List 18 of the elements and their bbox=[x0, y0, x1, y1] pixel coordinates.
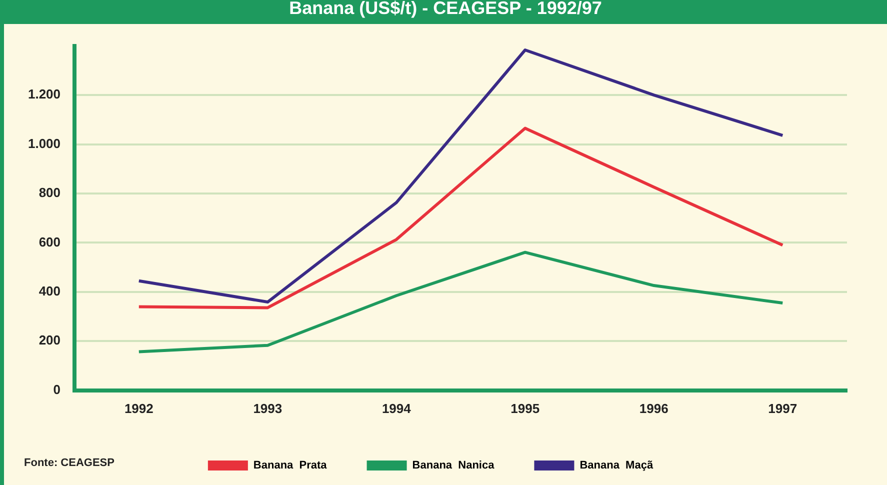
y-tick-label: 1.000 bbox=[28, 136, 61, 151]
legend-label: Banana Prata bbox=[253, 460, 328, 472]
legend-label: Banana Nanica bbox=[412, 460, 496, 472]
x-tick-label: 1995 bbox=[510, 400, 540, 416]
source-note: Fonte: CEAGESP bbox=[24, 457, 114, 470]
y-tick-label: 600 bbox=[38, 234, 61, 250]
y-tick-label: 200 bbox=[38, 332, 61, 348]
x-tick-label: 1992 bbox=[124, 400, 154, 416]
x-tick-label: 1996 bbox=[639, 400, 668, 416]
legend-label: Banana Maçã bbox=[580, 460, 654, 472]
x-tick-label: 1993 bbox=[253, 400, 282, 416]
y-tick-label: 400 bbox=[38, 284, 61, 299]
x-tick-label: 1997 bbox=[768, 400, 798, 416]
y-tick-label: 800 bbox=[38, 185, 61, 200]
y-tick-label: 1.200 bbox=[28, 86, 61, 102]
x-tick-label: 1994 bbox=[382, 400, 412, 416]
chart-title: Banana (US$/t) - CEAGESP - 1992/97 bbox=[4, 0, 887, 24]
y-tick-label: 0 bbox=[53, 382, 61, 397]
